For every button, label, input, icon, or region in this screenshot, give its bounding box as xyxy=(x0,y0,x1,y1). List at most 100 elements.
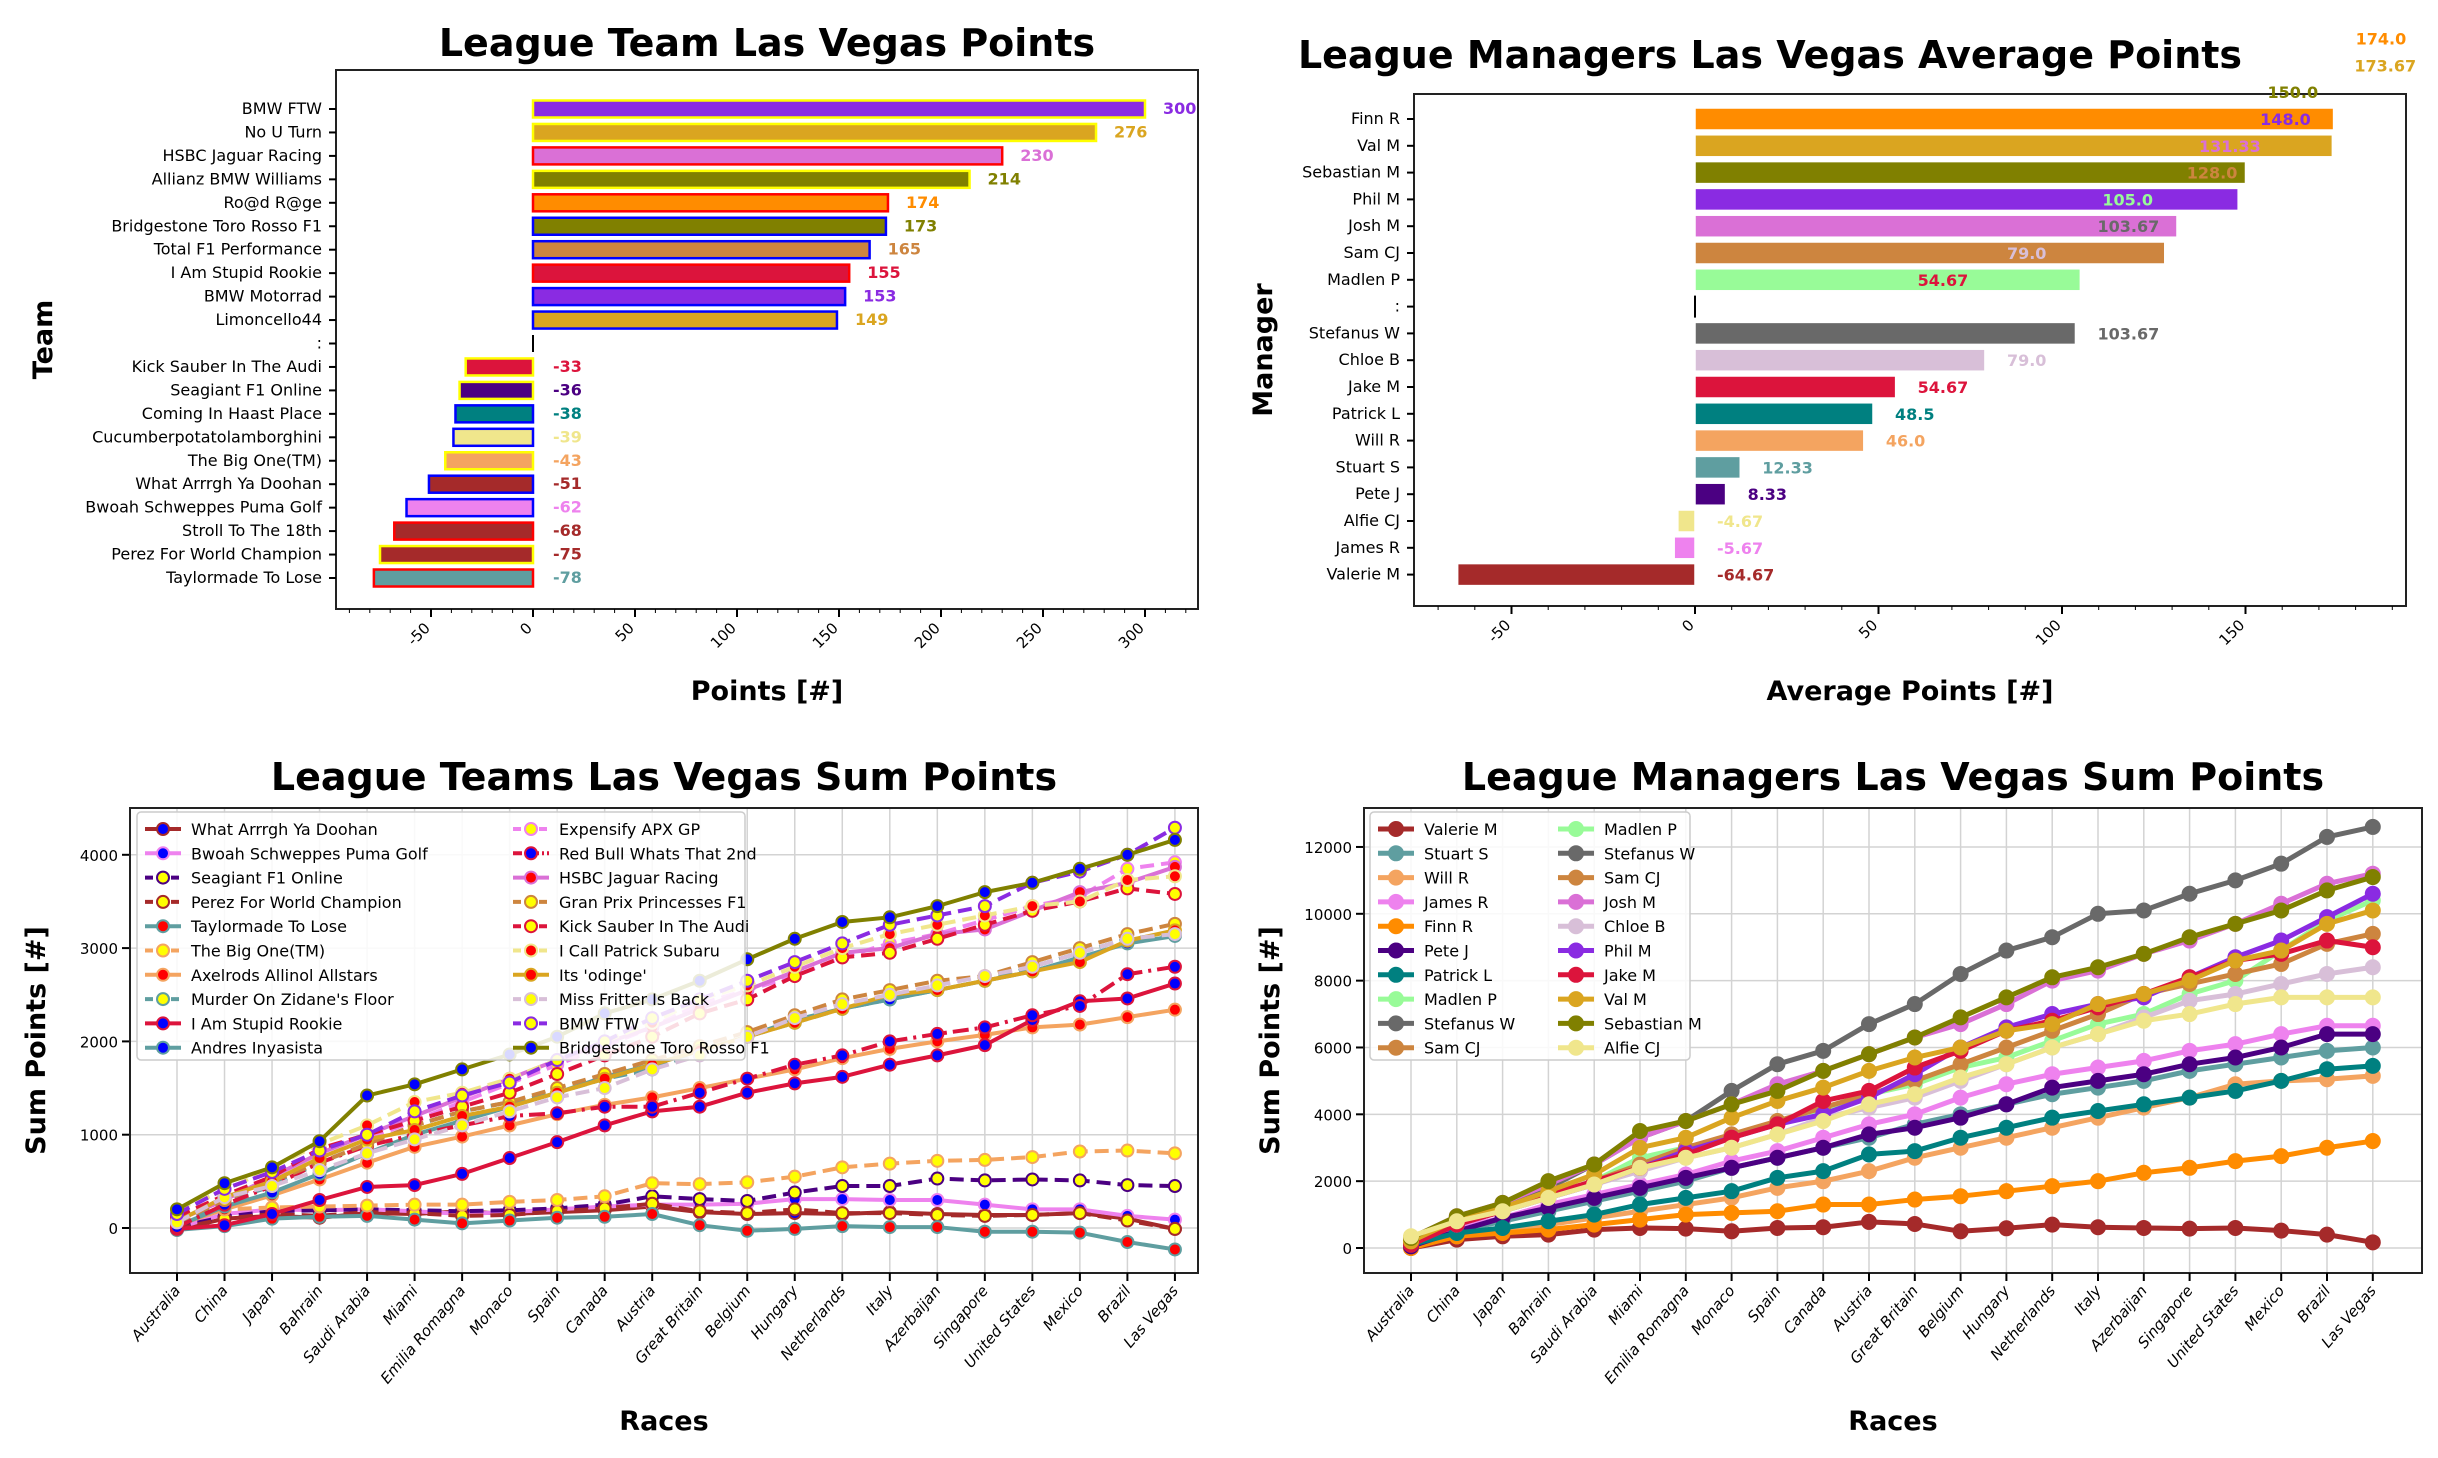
x-tick-label: Brazil xyxy=(1094,1281,1135,1325)
data-point xyxy=(1861,1163,1877,1180)
category-label: Stroll To The 18th xyxy=(182,521,322,540)
data-point xyxy=(455,1118,470,1133)
data-point xyxy=(977,1224,992,1239)
value-label: 174 xyxy=(906,193,939,212)
data-point xyxy=(1448,1213,1465,1230)
legend-label: Madlen P xyxy=(1604,820,1677,839)
data-point xyxy=(2181,885,2198,902)
legend-marker xyxy=(156,870,170,885)
data-point xyxy=(550,1067,565,1082)
data-point xyxy=(1723,1082,1740,1099)
data-point xyxy=(455,1088,470,1103)
series-line xyxy=(176,826,1176,1216)
data-point xyxy=(1120,1213,1135,1228)
team-sum-points-chart: League Teams Las Vegas Sum Points 0 1000 20… xyxy=(21,755,1199,1437)
bar xyxy=(1694,187,2239,212)
data-point xyxy=(692,1204,707,1219)
data-point xyxy=(882,910,897,925)
data-point xyxy=(1723,1109,1740,1126)
data-point xyxy=(2364,989,2381,1006)
legend-label: Josh M xyxy=(1603,893,1656,912)
data-point xyxy=(787,1202,802,1217)
bar xyxy=(1694,402,1874,426)
data-point xyxy=(1906,1029,1923,1046)
data-point xyxy=(1167,976,1182,991)
data-point xyxy=(265,1179,280,1194)
data-point xyxy=(1906,1191,1923,1208)
legend-marker xyxy=(524,1040,538,1055)
category-label: Bwoah Schweppes Puma Golf xyxy=(85,498,322,517)
x-tick-label: 0 xyxy=(1678,616,1697,635)
legend-marker xyxy=(1388,1015,1404,1032)
data-point xyxy=(2090,959,2106,976)
value-label: -51 xyxy=(553,474,582,493)
category-label: Sebastian M xyxy=(1302,163,1400,182)
legend-item: Stefanus W xyxy=(1378,1014,1515,1033)
series-line xyxy=(1410,994,2373,1239)
data-point xyxy=(1072,998,1087,1013)
data-point xyxy=(2044,969,2061,986)
category-label: Chloe B xyxy=(1339,350,1400,369)
data-point xyxy=(1906,1215,1923,1232)
data-point xyxy=(265,1207,280,1222)
data-point xyxy=(2090,905,2106,922)
bar xyxy=(378,544,535,565)
data-point xyxy=(882,1156,897,1171)
data-point xyxy=(1769,1126,1786,1143)
data-point xyxy=(1998,1022,2015,1039)
x-tick-label: Austria xyxy=(1828,1282,1876,1335)
category-label: No U Turn xyxy=(244,122,322,141)
legend-marker xyxy=(1388,869,1404,886)
data-point xyxy=(2181,1089,2198,1106)
data-point xyxy=(835,1192,850,1207)
data-point xyxy=(2135,945,2152,962)
legend-box xyxy=(136,811,746,1061)
data-point xyxy=(692,1177,707,1192)
x-tick-label: 150 xyxy=(2215,616,2248,649)
legend-marker xyxy=(1568,991,1584,1008)
data-point xyxy=(1952,1089,1969,1106)
data-point xyxy=(2273,855,2290,872)
legend-item: Val M xyxy=(1558,990,1647,1009)
bar xyxy=(531,310,839,330)
data-point xyxy=(2364,1133,2381,1150)
category-label: Seagiant F1 Online xyxy=(170,380,322,399)
legend-marker xyxy=(156,894,170,909)
data-point xyxy=(550,1106,565,1121)
legend-marker xyxy=(156,943,170,958)
data-point xyxy=(1677,1189,1694,1206)
chart-title: League Teams Las Vegas Sum Points xyxy=(271,755,1057,799)
data-point xyxy=(740,1193,755,1208)
x-tick-label: -50 xyxy=(404,619,434,649)
data-point xyxy=(1723,1096,1740,1113)
data-point xyxy=(217,1176,232,1191)
legend-item: Jake M xyxy=(1558,966,1656,985)
legend-marker xyxy=(1568,845,1584,862)
data-point xyxy=(1677,1220,1694,1237)
data-point xyxy=(2227,915,2244,932)
data-point xyxy=(2135,1066,2152,1083)
x-tick-label: Mexico xyxy=(1039,1282,1087,1334)
data-point xyxy=(1998,1056,2015,1073)
category-label: Finn R xyxy=(1351,109,1400,128)
data-point xyxy=(2135,1164,2152,1181)
data-point xyxy=(2090,1059,2106,1076)
legend-item: Will R xyxy=(1378,869,1469,888)
legend-label: Sam CJ xyxy=(1424,1039,1481,1058)
data-point xyxy=(1540,1189,1557,1206)
category-label: Patrick L xyxy=(1332,404,1400,423)
data-point xyxy=(597,1209,612,1224)
legend-label: Stuart S xyxy=(1424,844,1488,863)
category-label: Phil M xyxy=(1352,189,1400,208)
data-point xyxy=(455,1216,470,1231)
data-point xyxy=(882,1220,897,1235)
data-point xyxy=(930,978,945,993)
legend-label: I Am Stupid Rookie xyxy=(191,1014,342,1033)
data-point xyxy=(1998,989,2015,1006)
value-label: 150.0 xyxy=(2268,83,2319,102)
legend-item: Kick Sauber In The Audi xyxy=(513,917,749,936)
value-label: 103.67 xyxy=(2097,324,2159,343)
x-tick-label: China xyxy=(190,1282,231,1326)
bar xyxy=(531,263,851,283)
